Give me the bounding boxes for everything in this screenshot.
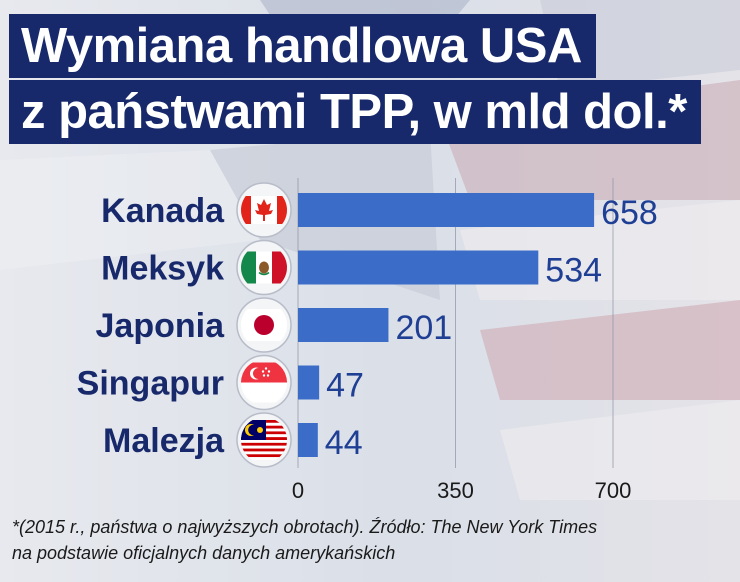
category-label: Malezja	[103, 422, 225, 460]
footnote: *(2015 r., państwa o najwyższych obrotac…	[12, 514, 732, 566]
category-label: Kanada	[101, 192, 225, 230]
value-label: 534	[545, 252, 602, 290]
category-label: Japonia	[96, 307, 226, 345]
x-tick-label: 350	[437, 478, 474, 503]
canada-flag-icon	[236, 182, 292, 238]
bar-meksyk	[298, 250, 539, 285]
flags	[236, 182, 292, 468]
bar-singapur	[298, 365, 320, 400]
x-tick-label: 700	[595, 478, 632, 503]
value-labels: 658 534 201 47 44	[325, 194, 658, 462]
value-label: 658	[601, 194, 658, 232]
japan-flag-icon	[236, 297, 292, 353]
bars	[298, 193, 595, 457]
mexico-flag-icon	[236, 239, 292, 296]
chart-title-line-2: z państwami TPP, w mld dol.*	[9, 80, 701, 144]
value-label: 201	[395, 309, 452, 347]
tick-labels: 0 350 700	[292, 478, 631, 503]
singapore-flag-icon	[236, 354, 292, 411]
footnote-line-1: *(2015 r., państwa o najwyższych obrotac…	[12, 517, 598, 537]
category-label: Singapur	[77, 365, 224, 403]
bar-japonia	[298, 308, 389, 342]
value-label: 44	[325, 424, 363, 462]
category-label: Meksyk	[101, 250, 224, 288]
chart-title-line-1: Wymiana handlowa USA	[9, 14, 596, 78]
category-labels: Kanada Meksyk Japonia Singapur Malezja	[77, 192, 225, 460]
value-label: 47	[326, 367, 364, 405]
x-tick-label: 0	[292, 478, 304, 503]
malaysia-flag-icon	[236, 412, 292, 468]
footnote-line-2: na podstawie oficjalnych danych amerykań…	[12, 543, 396, 563]
bar-kanada	[298, 193, 595, 227]
bar-malezja	[298, 423, 318, 457]
